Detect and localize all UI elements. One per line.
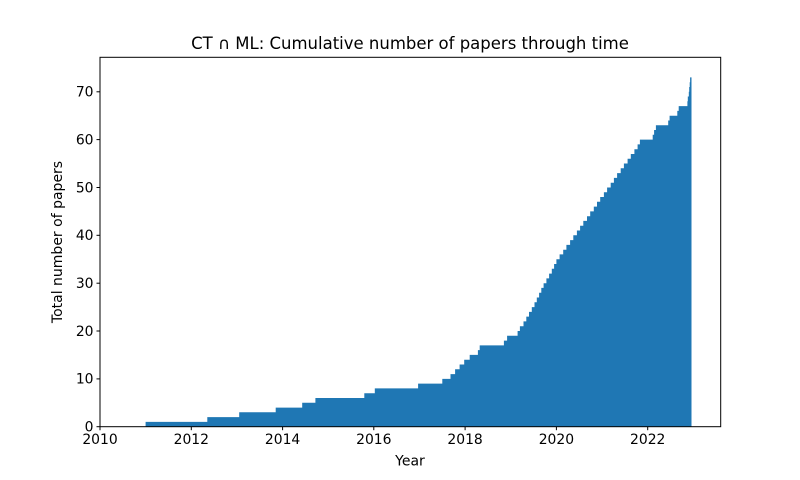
plot-spines xyxy=(99,56,722,428)
step-area-layer xyxy=(145,77,692,427)
x-tick-label: 2016 xyxy=(356,432,391,448)
cumulative-step-area xyxy=(145,77,692,427)
y-axis-label: Total number of papers xyxy=(50,161,66,324)
x-tick-label: 2014 xyxy=(265,432,301,448)
axes-layer xyxy=(99,56,722,428)
y-tick-label: 20 xyxy=(76,324,94,340)
y-tick-label: 50 xyxy=(76,180,94,196)
y-tick-label: 40 xyxy=(76,228,94,244)
x-tick-label: 2020 xyxy=(539,432,574,448)
y-tick-label: 10 xyxy=(76,372,94,388)
x-tick-label: 2022 xyxy=(630,432,665,448)
x-axis-label: Year xyxy=(394,454,425,470)
ticks-layer: 2010 2012 2014 2016 2018 2020 2022 0 10 20 30 40 50 6… xyxy=(76,85,666,449)
y-tick-label: 0 xyxy=(85,420,94,436)
y-tick-label: 30 xyxy=(76,276,94,292)
y-tick-label: 60 xyxy=(76,132,94,148)
y-tick-label: 70 xyxy=(76,85,94,101)
chart-title: CT ∩ ML: Cumulative number of papers thr… xyxy=(191,34,629,53)
x-tick-label: 2018 xyxy=(447,432,482,448)
x-tick-label: 2010 xyxy=(82,432,117,448)
x-tick-label: 2012 xyxy=(174,432,209,448)
